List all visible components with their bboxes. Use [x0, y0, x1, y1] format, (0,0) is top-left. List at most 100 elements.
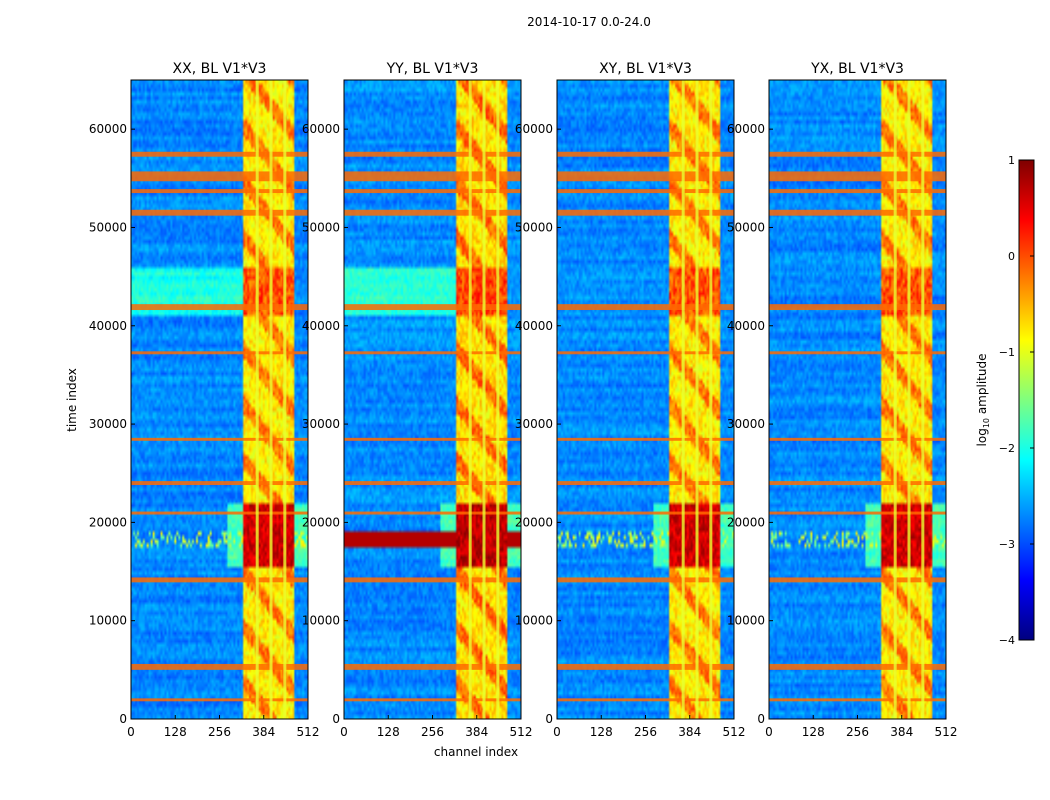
band-divider: [255, 80, 259, 719]
colorbar: log10 amplitude 1 0 −1 −2 −3 −4: [975, 154, 1035, 647]
flagged-band: [769, 304, 946, 311]
flagged-band: [557, 151, 734, 157]
figure-suptitle: 2014-10-17 0.0-24.0: [527, 15, 651, 29]
flagged-band: [344, 698, 521, 702]
x-tick-label: 0: [553, 725, 561, 739]
y-tick-label: 0: [332, 712, 340, 726]
y-tick-label: 30000: [515, 417, 553, 431]
x-tick-label: 0: [127, 725, 135, 739]
flagged-band: [557, 577, 734, 583]
colorbar-tick-label: −3: [999, 538, 1015, 551]
x-tick-label: 384: [252, 725, 275, 739]
x-tick-label: 256: [634, 725, 657, 739]
flagged-band: [769, 577, 946, 583]
y-tick-label: 60000: [727, 122, 765, 136]
band-divider: [695, 80, 699, 719]
heatmap-image: [769, 80, 946, 719]
heatmap-image: [131, 80, 308, 719]
flagged-band: [131, 698, 308, 702]
flagged-band: [344, 437, 521, 441]
y-tick-label: 40000: [515, 319, 553, 333]
panel-title: YY, BL V1*V3: [386, 61, 479, 77]
y-tick-label: 0: [119, 712, 127, 726]
y-tick-label: 50000: [515, 220, 553, 234]
x-tick-label: 0: [340, 725, 348, 739]
y-tick-label: 40000: [727, 319, 765, 333]
flagged-band: [557, 304, 734, 311]
x-tick-label: 128: [164, 725, 187, 739]
colorbar-tick-label: −2: [999, 442, 1015, 455]
flagged-band: [557, 351, 734, 355]
flagged-band: [344, 151, 521, 157]
flagged-band: [131, 351, 308, 355]
panel-title: XY, BL V1*V3: [599, 61, 692, 77]
x-axis-label: channel index: [434, 745, 518, 759]
flagged-band: [557, 171, 734, 182]
heatmap-panel: XY, BL V1*V3 0 128 256 384 512 0 10000 20000 3000…: [515, 61, 746, 739]
x-tick-label: 512: [297, 725, 320, 739]
flagged-band: [769, 663, 946, 670]
x-tick-label: 256: [421, 725, 444, 739]
heatmap-panel: YY, BL V1*V3 0 128 256 384 512 0 10000 20000 3000…: [302, 61, 533, 739]
flagged-band: [557, 663, 734, 670]
heatmap-panel: YX, BL V1*V3 0 128 256 384 512 0 10000 20000 3000…: [727, 61, 958, 739]
x-tick-label: 256: [208, 725, 231, 739]
flagged-band: [557, 189, 734, 194]
flagged-band: [131, 663, 308, 670]
colorbar-tick-label: −4: [999, 634, 1015, 647]
flagged-band: [131, 189, 308, 194]
y-tick-label: 0: [757, 712, 765, 726]
band-divider: [482, 80, 486, 719]
y-tick-label: 20000: [515, 515, 553, 529]
x-tick-label: 128: [590, 725, 613, 739]
band-divider: [681, 80, 685, 719]
flagged-band: [344, 481, 521, 486]
x-tick-label: 128: [802, 725, 825, 739]
flagged-band: [769, 511, 946, 515]
y-tick-label: 10000: [515, 614, 553, 628]
flagged-band: [131, 209, 308, 216]
y-tick-label: 60000: [302, 122, 340, 136]
flagged-band: [344, 577, 521, 583]
flagged-band: [769, 189, 946, 194]
flagged-band: [769, 437, 946, 441]
band-divider: [496, 80, 500, 719]
panel-title: XX, BL V1*V3: [173, 61, 267, 77]
y-tick-label: 60000: [89, 122, 127, 136]
y-tick-label: 50000: [89, 220, 127, 234]
y-tick-label: 60000: [515, 122, 553, 136]
x-tick-label: 512: [510, 725, 533, 739]
flagged-band: [769, 151, 946, 157]
band-divider: [283, 80, 287, 719]
y-tick-label: 30000: [89, 417, 127, 431]
y-tick-label: 50000: [302, 220, 340, 234]
flagged-band: [131, 511, 308, 515]
flagged-band: [557, 511, 734, 515]
y-tick-label: 10000: [727, 614, 765, 628]
band-divider: [893, 80, 897, 719]
band-divider: [921, 80, 925, 719]
y-tick-label: 50000: [727, 220, 765, 234]
x-tick-label: 512: [723, 725, 746, 739]
heatmap-image: [557, 80, 734, 719]
flagged-band: [769, 481, 946, 486]
flagged-band: [131, 171, 308, 182]
flagged-band: [344, 663, 521, 670]
flagged-band: [344, 304, 521, 311]
y-tick-label: 20000: [302, 515, 340, 529]
x-tick-label: 128: [377, 725, 400, 739]
x-tick-label: 256: [846, 725, 869, 739]
band-divider: [709, 80, 713, 719]
y-tick-label: 40000: [89, 319, 127, 333]
flagged-band: [131, 577, 308, 583]
y-tick-label: 20000: [727, 515, 765, 529]
flagged-band: [344, 171, 521, 182]
y-tick-label: 10000: [89, 614, 127, 628]
colorbar-fill: [1018, 159, 1035, 641]
flagged-band: [557, 209, 734, 216]
flagged-band: [557, 437, 734, 441]
flagged-band: [769, 171, 946, 182]
flagged-band: [344, 511, 521, 515]
x-tick-label: 0: [765, 725, 773, 739]
colorbar-tick-label: 1: [1008, 154, 1015, 167]
